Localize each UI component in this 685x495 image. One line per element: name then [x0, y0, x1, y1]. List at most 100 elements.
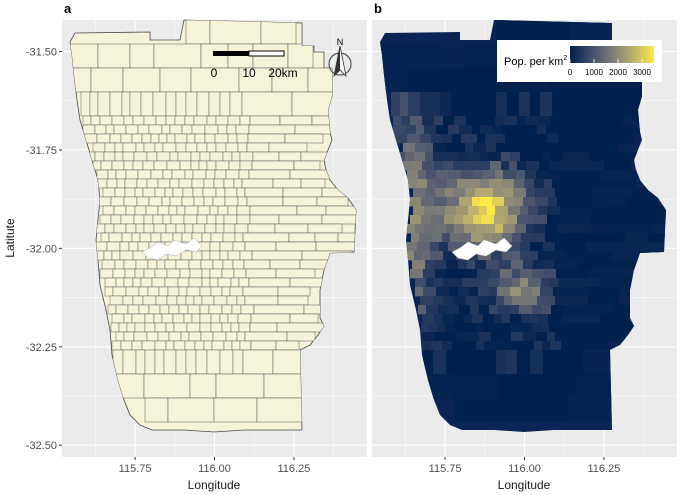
legend-tick-label: 3000	[633, 68, 651, 77]
suburb-cell	[80, 91, 91, 117]
suburb-cell	[90, 115, 101, 126]
suburb-cell	[174, 133, 188, 144]
suburb-cell	[250, 340, 277, 351]
density-cell	[486, 143, 497, 153]
suburb-cell	[185, 295, 195, 306]
suburb-cell	[100, 160, 113, 171]
density-cell	[512, 251, 521, 261]
suburb-cell	[164, 277, 179, 288]
suburb-cell	[248, 277, 291, 288]
density-cell	[562, 251, 613, 261]
suburb-cell	[129, 43, 155, 69]
suburb-cell	[105, 124, 115, 135]
density-cell	[468, 332, 480, 342]
suburb-cell	[210, 232, 224, 243]
density-cell	[553, 350, 584, 375]
density-cell	[513, 188, 527, 198]
density-cell	[440, 44, 465, 69]
density-cell	[593, 188, 633, 198]
density-cell	[545, 224, 559, 234]
density-cell	[480, 125, 493, 135]
suburb-cell	[179, 160, 192, 171]
density-cell	[464, 314, 473, 324]
suburb-cell	[153, 43, 202, 69]
density-cell	[605, 125, 656, 135]
density-cell	[403, 161, 412, 171]
suburb-cell	[123, 331, 135, 342]
suburb-cell	[154, 340, 167, 351]
density-cell	[497, 323, 511, 333]
suburb-cell	[242, 232, 290, 243]
x-tick-label: 116.25	[588, 463, 621, 475]
density-cell	[405, 125, 417, 135]
suburb-cell	[178, 178, 193, 189]
suburb-cell	[247, 223, 276, 234]
suburb-cell	[177, 277, 190, 288]
density-cell	[503, 170, 517, 180]
density-cell	[422, 314, 435, 324]
suburb-cell	[284, 133, 324, 144]
density-cell	[449, 287, 459, 297]
suburb-cell	[148, 196, 163, 207]
density-cell	[555, 296, 589, 306]
density-cell	[426, 278, 435, 288]
density-cell	[434, 260, 447, 270]
suburb-cell	[184, 223, 194, 234]
suburb-cell	[184, 169, 194, 180]
density-cell	[473, 170, 483, 180]
density-cell	[514, 179, 525, 189]
suburb-cell	[111, 160, 125, 171]
suburb-cell	[143, 223, 155, 234]
suburb-cell	[235, 124, 250, 135]
density-cell	[433, 296, 444, 306]
suburb-cell	[227, 250, 241, 261]
density-cell	[550, 341, 562, 351]
density-cell	[552, 92, 603, 117]
suburb-cell	[193, 115, 208, 126]
density-cell	[534, 179, 545, 189]
suburb-cell	[162, 142, 177, 153]
suburb-cell	[233, 268, 247, 279]
density-cell	[454, 116, 467, 126]
density-cell	[510, 323, 522, 333]
density-cell	[562, 161, 605, 171]
suburb-cell	[239, 250, 253, 261]
density-cell	[520, 269, 533, 279]
suburb-cell	[138, 304, 150, 315]
panel-a-ylabel: Latitute	[3, 218, 17, 258]
density-cell	[461, 134, 470, 144]
suburb-cell	[153, 313, 163, 324]
suburb-cell	[277, 295, 309, 306]
suburb-cell	[241, 91, 293, 117]
density-cell	[512, 233, 522, 243]
suburb-cell	[143, 115, 157, 126]
density-cell	[465, 350, 475, 375]
suburb-cell	[238, 277, 250, 288]
suburb-cell	[251, 160, 295, 171]
density-cell	[559, 125, 606, 135]
suburb-cell	[82, 115, 92, 126]
density-cell	[420, 92, 433, 117]
density-cell	[380, 44, 409, 69]
density-cell	[495, 116, 505, 126]
density-cell	[496, 92, 508, 117]
density-cell	[452, 134, 462, 144]
suburb-cell	[239, 151, 254, 162]
suburb-cell	[219, 91, 231, 117]
density-cell	[523, 197, 536, 207]
suburb-cell	[137, 124, 150, 135]
suburb-cell	[125, 124, 139, 135]
suburb-cell	[175, 142, 187, 153]
density-cell	[502, 251, 513, 261]
density-cell	[479, 206, 488, 216]
density-cell	[443, 116, 455, 126]
suburb-cell	[296, 205, 327, 216]
density-cell	[510, 287, 522, 297]
density-cell	[443, 296, 454, 306]
suburb-cell	[224, 187, 238, 198]
density-cell	[402, 224, 416, 234]
panel-b-density-patches	[380, 20, 666, 423]
density-cell	[393, 125, 406, 135]
suburb-cell	[208, 304, 223, 315]
density-cell	[467, 152, 481, 162]
